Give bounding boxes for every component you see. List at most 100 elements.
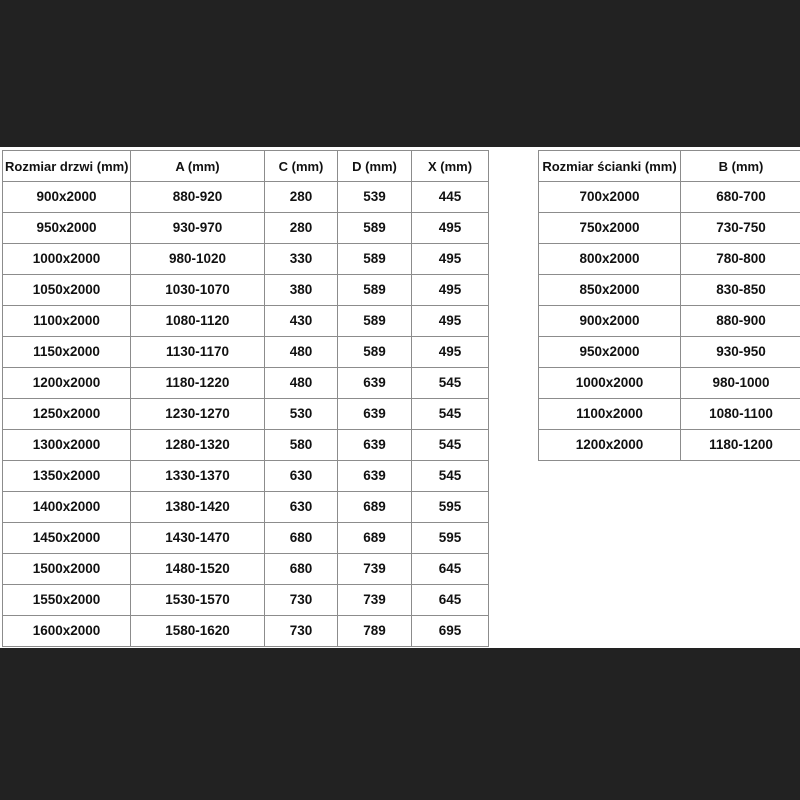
door-cell: 1100x2000 bbox=[2, 305, 131, 337]
door-cell: 1230-1270 bbox=[130, 398, 265, 430]
wall-panel-size-specification-table: Rozmiar ścianki (mm) B (mm) 700x2000 680-7… bbox=[538, 150, 800, 461]
door-cell: 1080-1120 bbox=[130, 305, 265, 337]
table-row: 1200x2000 1180-1200 bbox=[538, 429, 800, 461]
door-cell: 1430-1470 bbox=[130, 522, 265, 554]
door-cell: 630 bbox=[264, 491, 338, 523]
door-cell: 1400x2000 bbox=[2, 491, 131, 523]
wall-cell: 930-950 bbox=[680, 336, 800, 368]
table-row: 1300x2000 1280-1320 580 639 545 bbox=[2, 429, 489, 461]
door-cell: 680 bbox=[264, 553, 338, 585]
door-cell: 280 bbox=[264, 212, 338, 244]
door-cell: 589 bbox=[337, 305, 412, 337]
door-cell: 1550x2000 bbox=[2, 584, 131, 616]
door-column-header: Rozmiar drzwi (mm) bbox=[2, 150, 131, 182]
door-cell: 1000x2000 bbox=[2, 243, 131, 275]
door-cell: 1150x2000 bbox=[2, 336, 131, 368]
wall-cell: 1200x2000 bbox=[538, 429, 681, 461]
door-cell: 1530-1570 bbox=[130, 584, 265, 616]
table-row: 1250x2000 1230-1270 530 639 545 bbox=[2, 398, 489, 430]
door-cell: 730 bbox=[264, 615, 338, 647]
door-cell: 730 bbox=[264, 584, 338, 616]
door-cell: 280 bbox=[264, 181, 338, 213]
door-cell: 545 bbox=[411, 367, 489, 399]
wall-cell: 680-700 bbox=[680, 181, 800, 213]
door-cell: 1350x2000 bbox=[2, 460, 131, 492]
door-cell: 639 bbox=[337, 398, 412, 430]
door-cell: 900x2000 bbox=[2, 181, 131, 213]
door-cell: 589 bbox=[337, 274, 412, 306]
table-row: 1100x2000 1080-1100 bbox=[538, 398, 800, 430]
door-cell: 495 bbox=[411, 212, 489, 244]
table-row: 1050x2000 1030-1070 380 589 495 bbox=[2, 274, 489, 306]
door-cell: 380 bbox=[264, 274, 338, 306]
door-cell: 639 bbox=[337, 429, 412, 461]
wall-table-body: 700x2000 680-700 750x2000 730-750 800x2000 78… bbox=[538, 181, 800, 461]
wall-cell: 700x2000 bbox=[538, 181, 681, 213]
door-cell: 739 bbox=[337, 584, 412, 616]
door-cell: 495 bbox=[411, 243, 489, 275]
door-cell: 639 bbox=[337, 367, 412, 399]
wall-cell: 1100x2000 bbox=[538, 398, 681, 430]
door-cell: 1300x2000 bbox=[2, 429, 131, 461]
door-cell: 1330-1370 bbox=[130, 460, 265, 492]
wall-cell: 880-900 bbox=[680, 305, 800, 337]
door-cell: 980-1020 bbox=[130, 243, 265, 275]
door-cell: 1200x2000 bbox=[2, 367, 131, 399]
door-cell: 589 bbox=[337, 243, 412, 275]
door-cell: 950x2000 bbox=[2, 212, 131, 244]
door-column-header: A (mm) bbox=[130, 150, 265, 182]
door-cell: 680 bbox=[264, 522, 338, 554]
wall-cell: 830-850 bbox=[680, 274, 800, 306]
door-cell: 1500x2000 bbox=[2, 553, 131, 585]
wall-cell: 800x2000 bbox=[538, 243, 681, 275]
door-cell: 545 bbox=[411, 398, 489, 430]
door-cell: 689 bbox=[337, 491, 412, 523]
door-cell: 589 bbox=[337, 336, 412, 368]
wall-cell: 780-800 bbox=[680, 243, 800, 275]
door-cell: 880-920 bbox=[130, 181, 265, 213]
wall-cell: 1080-1100 bbox=[680, 398, 800, 430]
wall-table-header: Rozmiar ścianki (mm) B (mm) bbox=[538, 150, 800, 182]
door-cell: 480 bbox=[264, 336, 338, 368]
door-cell: 545 bbox=[411, 460, 489, 492]
door-cell: 1130-1170 bbox=[130, 336, 265, 368]
door-cell: 1380-1420 bbox=[130, 491, 265, 523]
table-header-row: Rozmiar drzwi (mm) A (mm) C (mm) D (mm) X (m… bbox=[2, 150, 489, 182]
table-row: 1600x2000 1580-1620 730 789 695 bbox=[2, 615, 489, 647]
wall-column-header: B (mm) bbox=[680, 150, 800, 182]
door-column-header: X (mm) bbox=[411, 150, 489, 182]
wall-cell: 850x2000 bbox=[538, 274, 681, 306]
table-row: 950x2000 930-970 280 589 495 bbox=[2, 212, 489, 244]
door-table-body: 900x2000 880-920 280 539 445 950x2000 930-970 2… bbox=[2, 181, 489, 647]
table-row: 1000x2000 980-1020 330 589 495 bbox=[2, 243, 489, 275]
table-row: 1150x2000 1130-1170 480 589 495 bbox=[2, 336, 489, 368]
door-table-header: Rozmiar drzwi (mm) A (mm) C (mm) D (mm) X (m… bbox=[2, 150, 489, 182]
door-cell: 645 bbox=[411, 584, 489, 616]
wall-cell: 950x2000 bbox=[538, 336, 681, 368]
door-cell: 1580-1620 bbox=[130, 615, 265, 647]
table-row: 1450x2000 1430-1470 680 689 595 bbox=[2, 522, 489, 554]
door-cell: 595 bbox=[411, 522, 489, 554]
door-cell: 689 bbox=[337, 522, 412, 554]
table-row: 1400x2000 1380-1420 630 689 595 bbox=[2, 491, 489, 523]
wall-cell: 900x2000 bbox=[538, 305, 681, 337]
door-cell: 630 bbox=[264, 460, 338, 492]
table-row: 1100x2000 1080-1120 430 589 495 bbox=[2, 305, 489, 337]
door-cell: 545 bbox=[411, 429, 489, 461]
table-row: 1550x2000 1530-1570 730 739 645 bbox=[2, 584, 489, 616]
table-row: 800x2000 780-800 bbox=[538, 243, 800, 275]
wall-cell: 1180-1200 bbox=[680, 429, 800, 461]
wall-cell: 730-750 bbox=[680, 212, 800, 244]
table-row: 1350x2000 1330-1370 630 639 545 bbox=[2, 460, 489, 492]
door-cell: 1480-1520 bbox=[130, 553, 265, 585]
table-row: 1000x2000 980-1000 bbox=[538, 367, 800, 399]
wall-cell: 750x2000 bbox=[538, 212, 681, 244]
door-cell: 1250x2000 bbox=[2, 398, 131, 430]
door-cell: 1180-1220 bbox=[130, 367, 265, 399]
door-size-specification-table: Rozmiar drzwi (mm) A (mm) C (mm) D (mm) X (m… bbox=[2, 150, 489, 647]
door-cell: 495 bbox=[411, 336, 489, 368]
wall-cell: 980-1000 bbox=[680, 367, 800, 399]
table-row: 900x2000 880-920 280 539 445 bbox=[2, 181, 489, 213]
table-row: 900x2000 880-900 bbox=[538, 305, 800, 337]
table-row: 750x2000 730-750 bbox=[538, 212, 800, 244]
